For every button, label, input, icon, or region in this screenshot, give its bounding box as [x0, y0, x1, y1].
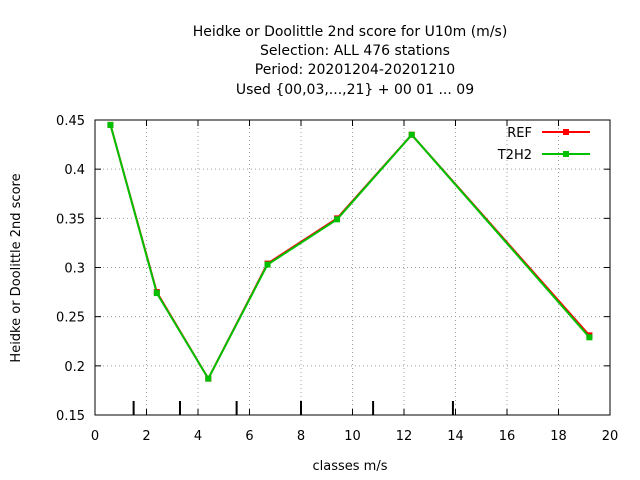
y-tick-label: 0.35: [56, 212, 85, 227]
y-tick-label: 0.2: [64, 360, 85, 375]
x-tick-label: 6: [245, 429, 253, 444]
y-tick-label: 0.25: [56, 311, 85, 326]
title-line-2: Selection: ALL 476 stations: [260, 43, 450, 59]
class-boundary-markers: [132, 401, 454, 415]
x-tick-label: 18: [550, 429, 567, 444]
x-tick-label: 4: [194, 429, 202, 444]
x-tick-label: 0: [91, 429, 99, 444]
data-point-t2h2: [205, 375, 212, 382]
x-tick-label: 20: [602, 429, 619, 444]
data-point-t2h2: [334, 216, 341, 223]
legend-marker-ref: [563, 129, 569, 135]
title-line-3: Period: 20201204-20201210: [255, 62, 455, 78]
x-tick-label: 8: [297, 429, 305, 444]
title-line-1: Heidke or Doolittle 2nd score for U10m (…: [193, 24, 508, 40]
data-point-t2h2: [153, 290, 160, 297]
chart-title: Heidke or Doolittle 2nd score for U10m (…: [193, 24, 508, 98]
title-line-4: Used {00,03,...,21} + 00 01 ... 09: [236, 82, 474, 98]
legend-label-ref: REF: [507, 126, 532, 141]
data-point-t2h2: [264, 261, 271, 268]
grid: [95, 120, 610, 415]
legend: REF T2H2: [497, 126, 590, 163]
x-tick-label: 10: [344, 429, 361, 444]
legend-marker-t2h2: [563, 151, 569, 157]
y-tick-label: 0.4: [64, 163, 85, 178]
data-point-t2h2: [586, 334, 593, 341]
data-point-t2h2: [107, 121, 114, 128]
data-point-t2h2: [408, 131, 415, 138]
x-axis-label: classes m/s: [313, 459, 388, 474]
y-axis-label: Heidke or Doolittle 2nd score: [9, 173, 24, 362]
x-tick-label: 12: [396, 429, 413, 444]
y-tick-label: 0.45: [56, 114, 85, 129]
y-tick-label: 0.3: [64, 262, 85, 277]
series: [107, 121, 593, 382]
x-tick-label: 14: [447, 429, 464, 444]
legend-label-t2h2: T2H2: [497, 148, 532, 163]
x-tick-label: 16: [499, 429, 516, 444]
y-tick-label: 0.15: [56, 409, 85, 424]
axis-ticks: 0 2 4 6 8 10 12 14 16 18 20 0.15 0.2 0.25 0.3 0.35 0.4 0.…: [56, 114, 618, 444]
x-tick-label: 2: [142, 429, 150, 444]
